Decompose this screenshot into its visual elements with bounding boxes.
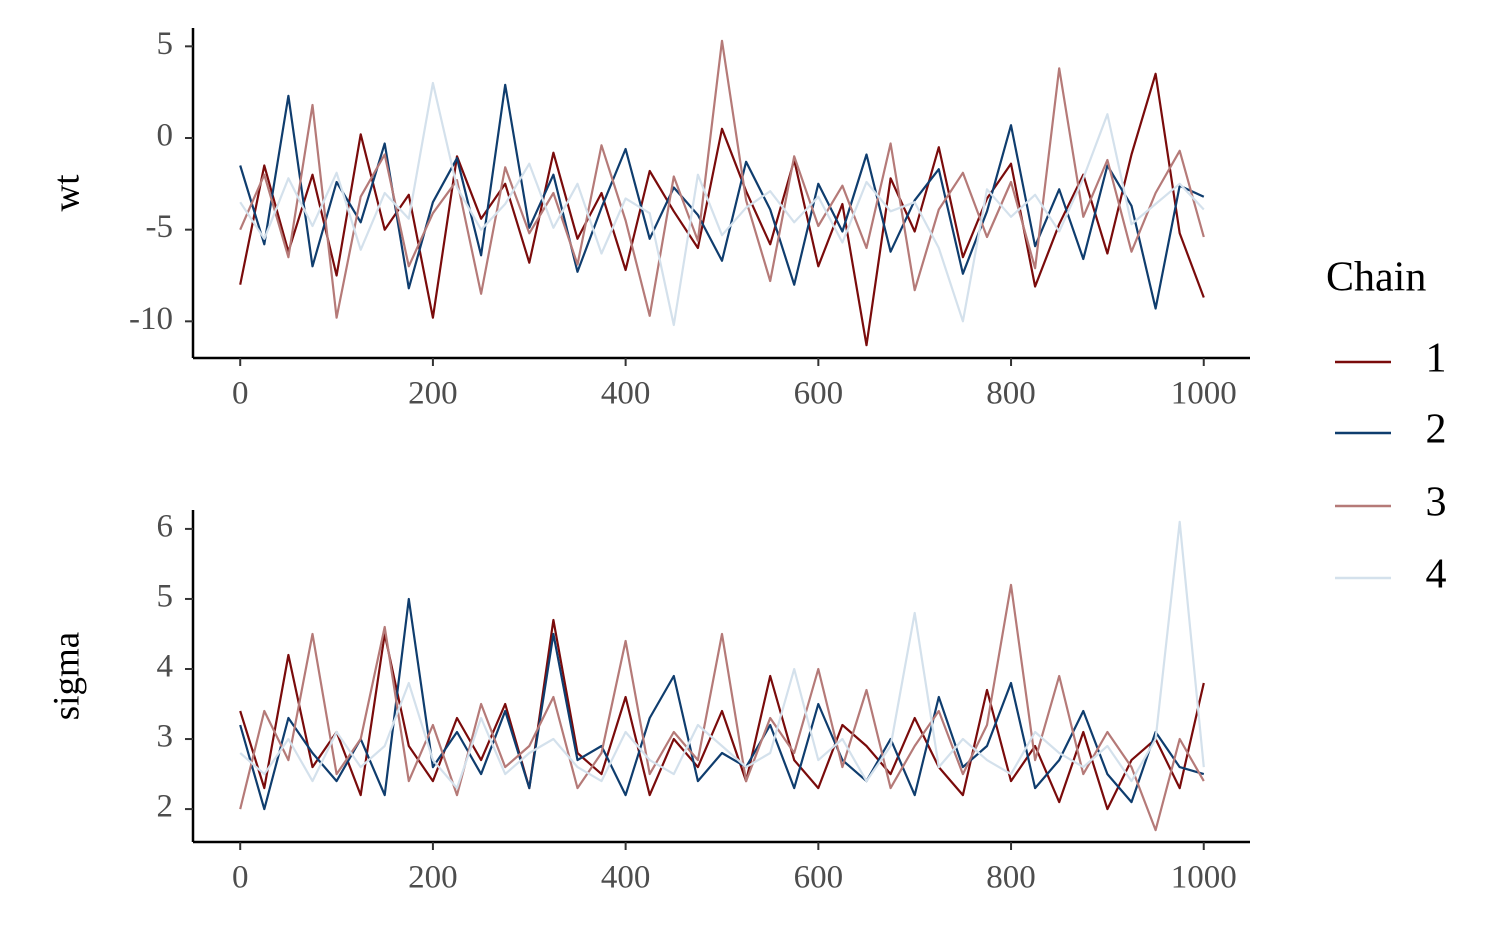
chain-line: [239, 81, 1205, 327]
chain-line: [239, 83, 1205, 310]
y-axis-label: sigma: [46, 632, 87, 720]
x-tick-label: 600: [794, 860, 844, 896]
y-tick-label: 0: [157, 118, 174, 154]
x-tick-label: 800: [986, 376, 1036, 412]
x-tick-label: 400: [601, 376, 651, 412]
y-tick-label: -5: [146, 209, 174, 245]
x-tick-label: 0: [232, 860, 249, 896]
x-tick-label: 200: [408, 860, 458, 896]
chain-line: [239, 618, 1205, 811]
chain-line: [239, 583, 1205, 832]
x-tick-label: 600: [794, 376, 844, 412]
y-tick-label: 5: [157, 26, 174, 62]
y-tick-label: 4: [157, 649, 174, 685]
chain-line: [239, 520, 1205, 790]
y-tick-label: -10: [129, 301, 173, 337]
legend-label: 4: [1426, 552, 1447, 598]
legend-label: 3: [1426, 480, 1447, 526]
legend-label: 2: [1426, 407, 1447, 453]
chain-line: [239, 39, 1205, 319]
y-tick-label: 2: [157, 789, 174, 825]
y-axis-label: wt: [46, 174, 87, 212]
legend-title: Chain: [1326, 255, 1426, 301]
x-tick-label: 400: [601, 860, 651, 896]
y-tick-label: 3: [157, 719, 174, 755]
x-tick-label: 200: [408, 376, 458, 412]
x-tick-label: 1000: [1171, 860, 1237, 896]
chain-line: [239, 597, 1205, 811]
y-tick-label: 6: [157, 508, 174, 544]
x-tick-label: 800: [986, 860, 1036, 896]
legend-label: 1: [1426, 336, 1447, 382]
x-tick-label: 0: [232, 376, 249, 412]
y-tick-label: 5: [157, 579, 174, 615]
x-tick-label: 1000: [1171, 376, 1237, 412]
chain-line: [239, 72, 1205, 347]
